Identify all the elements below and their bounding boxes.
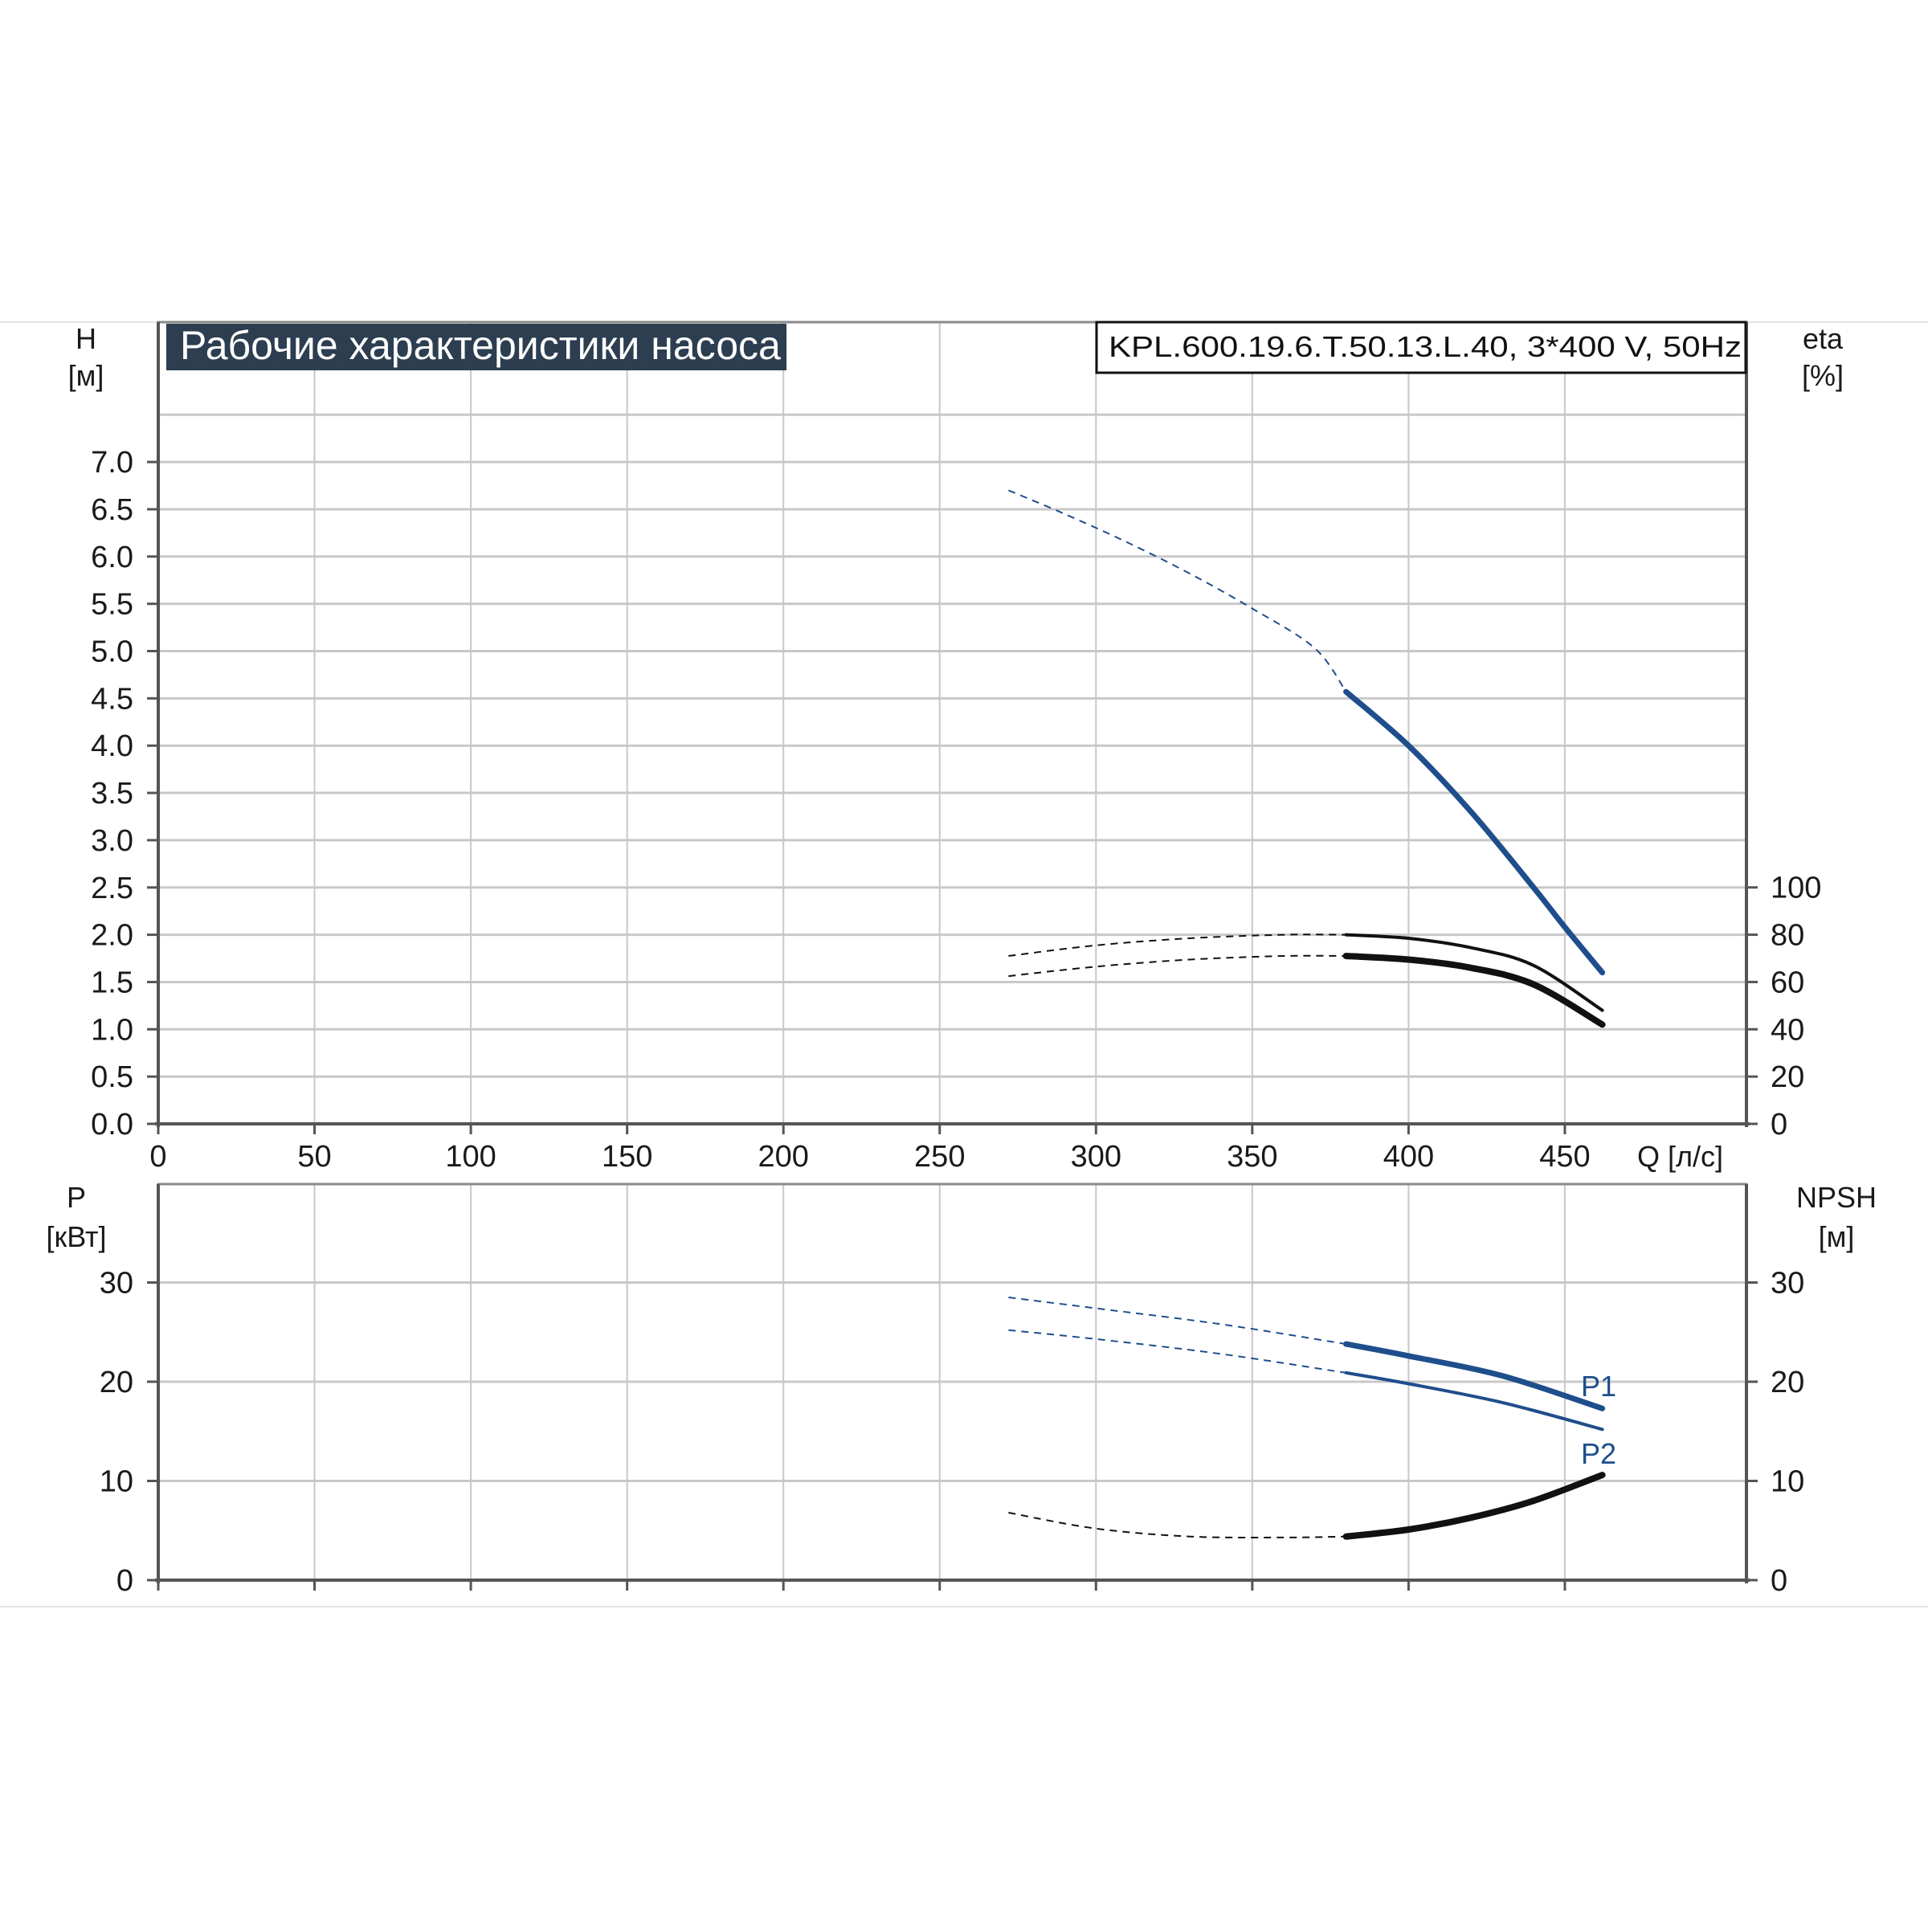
eta-tick-label: 20 bbox=[1771, 1060, 1804, 1094]
top-curve-2-dashed bbox=[1008, 933, 1346, 957]
h-tick-label: 4.5 bbox=[91, 682, 133, 716]
top-curve-5-solid bbox=[1342, 953, 1606, 1028]
top-curve-3-solid bbox=[1344, 933, 1604, 1012]
x-tick-label: 250 bbox=[914, 1140, 965, 1174]
bottom-right-axis-symbol: NPSH bbox=[1796, 1181, 1877, 1214]
h-tick-label: 5.0 bbox=[91, 635, 133, 669]
h-tick-label: 7.0 bbox=[91, 446, 133, 480]
npsh-tick-label: 0 bbox=[1771, 1564, 1787, 1598]
bottom-curve-3-solid bbox=[1344, 1370, 1604, 1432]
eta-tick-label: 80 bbox=[1771, 919, 1804, 953]
p-tick-label: 20 bbox=[100, 1366, 133, 1399]
chart-curves bbox=[1008, 489, 1606, 1540]
h-tick-label: 2.5 bbox=[91, 872, 133, 905]
tick-labels: 0 50 100 150 200 250 300 350 400 4500.00.51.01.52… bbox=[91, 446, 1821, 1598]
x-tick-label: 50 bbox=[297, 1140, 331, 1174]
h-tick-label: 3.5 bbox=[91, 777, 133, 811]
p-tick-label: 0 bbox=[116, 1564, 133, 1598]
eta-tick-label: 100 bbox=[1771, 872, 1821, 905]
bottom-curve-4-dashed bbox=[1008, 1512, 1346, 1538]
top-curve-1-solid bbox=[1343, 688, 1606, 976]
top-right-axis-symbol: eta bbox=[1803, 322, 1844, 355]
top-right-axis-unit: [%] bbox=[1802, 359, 1844, 392]
top-left-axis-symbol: H bbox=[76, 322, 96, 355]
model-label: KPL.600.19.6.T.50.13.L.40, 3*400 V, 50Hz bbox=[1109, 330, 1742, 363]
h-tick-label: 6.5 bbox=[91, 493, 133, 527]
x-tick-label: 100 bbox=[445, 1140, 496, 1174]
p2-curve-label: P2 bbox=[1581, 1437, 1616, 1470]
h-tick-label: 1.5 bbox=[91, 966, 133, 999]
p-tick-label: 10 bbox=[100, 1465, 133, 1499]
h-tick-label: 0.0 bbox=[91, 1108, 133, 1142]
x-tick-label: 300 bbox=[1071, 1140, 1121, 1174]
model-box bbox=[1095, 321, 1747, 374]
bottom-curve-2-dashed bbox=[1008, 1329, 1346, 1374]
title-box bbox=[166, 324, 786, 370]
bottom-plot-grid bbox=[158, 1184, 1746, 1580]
bottom-curve-1-solid bbox=[1343, 1341, 1606, 1411]
x-tick-label: 400 bbox=[1383, 1140, 1434, 1174]
x-axis-unit: Q [л/с] bbox=[1637, 1140, 1723, 1173]
x-tick-label: 200 bbox=[758, 1140, 808, 1174]
h-tick-label: 2.0 bbox=[91, 919, 133, 953]
eta-tick-label: 0 bbox=[1771, 1108, 1787, 1142]
h-tick-label: 6.0 bbox=[91, 541, 133, 574]
bottom-left-axis-unit: [кВт] bbox=[46, 1220, 106, 1253]
h-tick-label: 5.5 bbox=[91, 588, 133, 622]
bottom-curve-5-solid bbox=[1342, 1472, 1606, 1540]
x-tick-label: 150 bbox=[602, 1140, 652, 1174]
h-tick-label: 3.0 bbox=[91, 824, 133, 858]
eta-tick-label: 40 bbox=[1771, 1013, 1804, 1047]
bottom-left-axis-symbol: P bbox=[67, 1181, 86, 1214]
p-tick-label: 30 bbox=[100, 1267, 133, 1301]
bottom-right-axis-unit: [м] bbox=[1819, 1220, 1855, 1253]
top-plot-grid bbox=[158, 322, 1746, 1124]
top-plot-frame bbox=[157, 321, 1748, 1125]
top-curve-4-dashed bbox=[1008, 954, 1346, 978]
bottom-curve-0-dashed bbox=[1008, 1297, 1346, 1346]
chart-title: Рабочие характеристики насоса bbox=[180, 323, 781, 368]
p1-curve-label: P1 bbox=[1581, 1370, 1616, 1403]
x-tick-label: 450 bbox=[1539, 1140, 1590, 1174]
h-tick-label: 0.5 bbox=[91, 1060, 133, 1094]
x-tick-label: 350 bbox=[1227, 1140, 1277, 1174]
top-curve-0-dashed bbox=[1008, 489, 1347, 692]
top-left-axis-unit: [м] bbox=[68, 359, 104, 392]
npsh-tick-label: 20 bbox=[1771, 1366, 1804, 1399]
npsh-tick-label: 10 bbox=[1771, 1465, 1804, 1499]
x-tick-label: 0 bbox=[149, 1140, 166, 1174]
h-tick-label: 1.0 bbox=[91, 1013, 133, 1047]
eta-tick-label: 60 bbox=[1771, 966, 1804, 999]
npsh-tick-label: 30 bbox=[1771, 1267, 1804, 1301]
h-tick-label: 4.0 bbox=[91, 729, 133, 763]
